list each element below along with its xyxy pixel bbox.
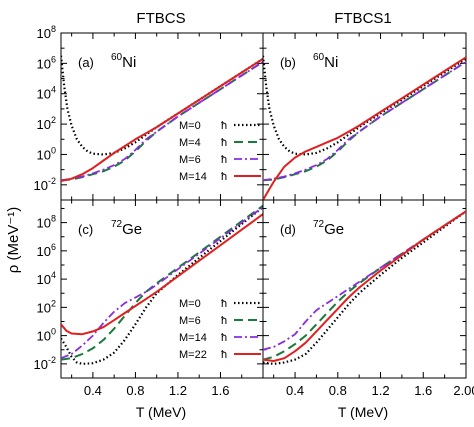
legend: M=0 ħ M=6 ħ M=14 ħ M=22 ħ (179, 298, 261, 361)
y-axis-label: ρ (MeV⁻¹) (5, 207, 22, 273)
panel-label: (b) (280, 55, 296, 70)
legend-entry-label: M=0 (179, 120, 201, 132)
legend-entry-unit: ħ (221, 154, 227, 166)
nucleus-label: 60Ni (111, 52, 136, 71)
x-tick-label: 0.8 (126, 383, 144, 398)
series-line (263, 61, 466, 182)
x-tick-label: 1.2 (169, 383, 187, 398)
panel-b: (b) 60Ni (262, 32, 467, 201)
x-tick-label: 2.00 (453, 383, 474, 398)
series-line (61, 213, 263, 336)
y-tick-label: 100 (37, 145, 56, 162)
series-line (61, 57, 263, 182)
y-tick-label: 102 (37, 298, 56, 315)
legend-entry-unit: ħ (221, 298, 227, 310)
legend-entry-unit: ħ (221, 137, 227, 149)
x-axis-label-left: T (MeV) (136, 404, 186, 420)
y-tick-label: 106 (37, 54, 56, 71)
y-tick-label: 106 (37, 242, 56, 259)
x-tick-label: 0.8 (329, 383, 347, 398)
legend-entry-label: M=6 (179, 154, 201, 166)
x-tick-label: 0.4 (84, 383, 102, 398)
legend-entry-unit: ħ (221, 120, 227, 132)
legend-entry-unit: ħ (221, 315, 227, 327)
legend-entry-label: M=14 (179, 171, 207, 183)
panel-label: (d) (280, 222, 296, 237)
legend-entry-unit: ħ (221, 349, 227, 361)
legend-entry-unit: ħ (221, 332, 227, 344)
y-tick-label: 10-2 (34, 176, 56, 193)
y-tick-label: 100 (37, 327, 56, 344)
x-tick-label: 1.6 (414, 383, 432, 398)
nucleus-label: 72Ge (313, 219, 344, 238)
legend-entry-label: M=4 (179, 137, 201, 149)
legend-entry-label: M=22 (179, 349, 207, 361)
x-tick-label: 1.6 (211, 383, 229, 398)
legend: M=0 ħ M=4 ħ M=6 ħ M=14 ħ (179, 120, 261, 183)
panel-label: (c) (78, 222, 93, 237)
col-title-ftbcs: FTBCS (136, 10, 185, 27)
legend-entry-unit: ħ (221, 171, 227, 183)
y-tick-label: 108 (37, 24, 56, 41)
series-line (263, 56, 466, 200)
series-line (263, 210, 466, 362)
y-tick-label: 104 (37, 270, 56, 287)
y-tick-label: 102 (37, 115, 56, 132)
x-tick-label: 1.2 (371, 383, 389, 398)
legend-entry-label: M=14 (179, 332, 207, 344)
series-line (263, 210, 466, 365)
series-line (61, 61, 263, 182)
series-line (61, 206, 263, 360)
legend-entry-label: M=6 (179, 315, 201, 327)
col-title-ftbcs1: FTBCS1 (334, 10, 392, 27)
series-line (263, 55, 466, 156)
x-tick-label: 0.4 (286, 383, 304, 398)
panel-label: (a) (78, 55, 94, 70)
y-tick-label: 108 (37, 214, 56, 231)
legend-entry-label: M=0 (179, 298, 201, 310)
series-line (61, 55, 263, 156)
y-tick-label: 10-2 (34, 355, 56, 372)
y-tick-label: 104 (37, 85, 56, 102)
plot-frame (262, 199, 467, 379)
x-axis-label-right: T (MeV) (338, 404, 388, 420)
panel-d: 0.4 0.8 1.2 1.6 2.00 (d) 72Ge (262, 199, 474, 398)
nucleus-label: 60Ni (313, 52, 338, 71)
nucleus-label: 72Ge (111, 219, 142, 238)
panel-c: 10-2 100 102 104 106 108 0.4 0.8 1.2 1.6 (c) 72Ge M=… (34, 199, 264, 398)
